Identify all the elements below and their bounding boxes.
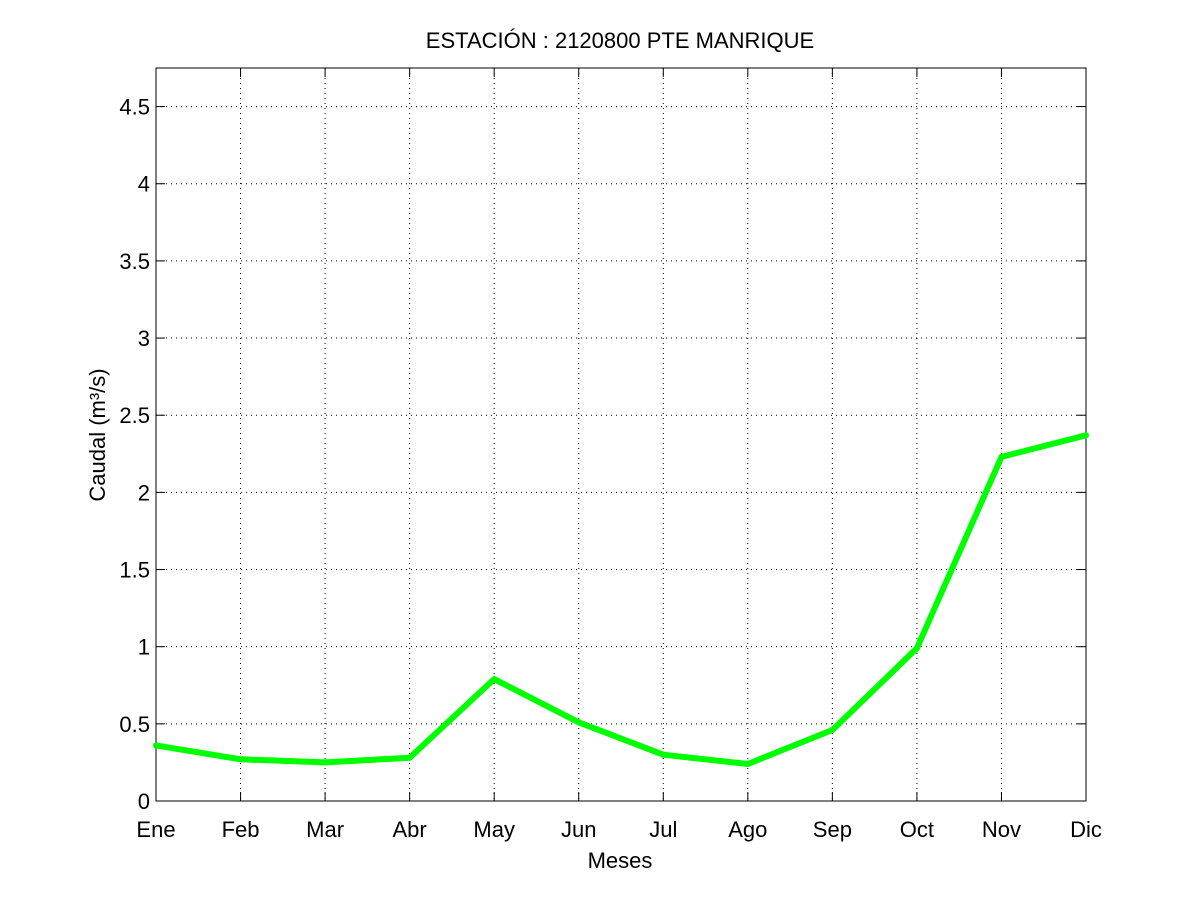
- y-tick-label: 1: [138, 635, 150, 660]
- x-tick-label: May: [473, 817, 515, 842]
- y-axis-title: Caudal (m³/s): [85, 368, 110, 501]
- grid-lines: [156, 68, 1086, 801]
- x-tick-label: Oct: [900, 817, 934, 842]
- chart-title: ESTACIÓN : 2120800 PTE MANRIQUE: [426, 28, 814, 53]
- y-tick-label: 4.5: [119, 95, 150, 120]
- y-tick-label: 2: [138, 480, 150, 505]
- data-point: [660, 751, 667, 758]
- x-tick-label: Ago: [728, 817, 767, 842]
- x-tick-label: Feb: [222, 817, 260, 842]
- x-tick-label: Jun: [561, 817, 596, 842]
- y-tick-labels: 0 0.5 1 1.5 2 2.5 3 3.5 4 4.5: [119, 95, 150, 814]
- tick-marks: [155, 68, 1087, 802]
- x-tick-label: Abr: [393, 817, 427, 842]
- y-tick-label: 0: [138, 789, 150, 814]
- data-point: [322, 759, 329, 766]
- x-tick-label: Jul: [649, 817, 677, 842]
- x-tick-labels: Ene Feb Mar Abr May Jun Jul Ago Sep Oct Nov Dic: [136, 817, 1101, 842]
- y-tick-label: 3: [138, 326, 150, 351]
- data-point: [491, 676, 498, 683]
- data-point: [406, 754, 413, 761]
- x-axis-title: Meses: [588, 848, 653, 873]
- data-point: [237, 756, 244, 763]
- data-point: [913, 645, 920, 652]
- y-tick-label: 2.5: [119, 403, 150, 428]
- y-tick-label: 1.5: [119, 558, 150, 583]
- series-line: [155, 432, 1087, 767]
- x-tick-label: Dic: [1070, 817, 1102, 842]
- x-tick-label: Nov: [982, 817, 1021, 842]
- x-tick-label: Mar: [306, 817, 344, 842]
- data-point: [744, 760, 751, 767]
- y-tick-label: 0.5: [119, 712, 150, 737]
- x-tick-label: Sep: [813, 817, 852, 842]
- series-layer: [153, 432, 1089, 767]
- data-point: [575, 719, 582, 726]
- axes-frame: [155, 67, 1087, 802]
- data-point: [153, 742, 159, 749]
- y-tick-label: 3.5: [119, 249, 150, 274]
- data-point: [998, 453, 1005, 460]
- data-point: [1083, 432, 1089, 439]
- x-tick-label: Ene: [136, 817, 175, 842]
- y-tick-label: 4: [138, 172, 150, 197]
- data-point: [829, 727, 836, 734]
